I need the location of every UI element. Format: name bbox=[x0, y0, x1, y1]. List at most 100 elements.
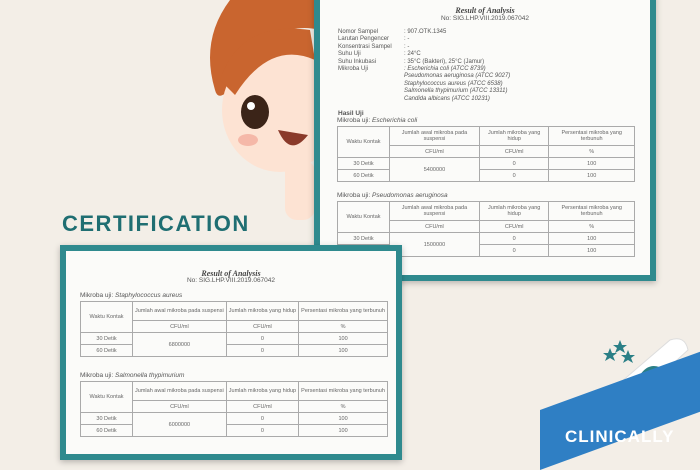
header-alive: Jumlah mikroba yang hidup bbox=[478, 126, 550, 146]
killed-cell: 100 bbox=[298, 412, 388, 425]
doc-number: No: SIG.LHP.VIII.2019.067042 bbox=[186, 277, 276, 284]
header-initial: Jumlah awal mikroba pada suspensi bbox=[389, 126, 480, 146]
certification-heading: CERTIFICATION bbox=[62, 211, 250, 236]
field-value: : Escherichia coli (ATCC 8739) bbox=[404, 66, 486, 73]
field-value: : 35°C (Bakteri), 25°C (Jamur) bbox=[404, 58, 485, 65]
microbe-label: Mikroba uji: Salmonella thypimurium bbox=[80, 372, 185, 379]
microbe-label: Mikroba uji: Escherichia coli bbox=[337, 117, 418, 124]
table-header-row: Waktu Kontak Jumlah awal mikroba pada sus… bbox=[337, 201, 635, 233]
killed-cell: 100 bbox=[548, 244, 635, 257]
killed-cell: 100 bbox=[548, 169, 635, 182]
field-row: Staphylococcus aureus (ATCC 6538) bbox=[338, 81, 510, 88]
initial-count-cell: 5400000 bbox=[389, 157, 480, 182]
field-row: Suhu Uji : 24°C bbox=[338, 51, 510, 58]
header-killed: Persentasi mikroba yang terbunuh bbox=[298, 381, 388, 401]
result-table: Waktu Kontak Jumlah awal mikroba pada sus… bbox=[337, 201, 635, 257]
clinically-label: CLINICALLY bbox=[565, 427, 675, 446]
table-row: 30 Detik 5400000 0 100 bbox=[337, 157, 635, 182]
sample-fields: Nomor Sampel: 907.OTK.1345 Larutan Pengen… bbox=[338, 29, 510, 103]
microbe-label: Mikroba uji: Staphylococcus aureus bbox=[80, 292, 183, 299]
field-value: : 24°C bbox=[404, 51, 421, 58]
unit-percent: % bbox=[298, 320, 388, 333]
field-key bbox=[338, 73, 404, 80]
field-row: Salmonella thypimurium (ATCC 13311) bbox=[338, 88, 510, 95]
alive-cell: 0 bbox=[478, 244, 550, 257]
table-row: 30 Detik 6000000 0 100 bbox=[80, 412, 388, 437]
time-cell: 30 Detik bbox=[80, 332, 133, 345]
killed-cell: 100 bbox=[298, 424, 388, 437]
header-time: Waktu Kontak bbox=[80, 301, 133, 333]
field-row: Konsentrasi Sampel: - bbox=[338, 44, 510, 51]
header-alive: Jumlah mikroba yang hidup bbox=[478, 201, 550, 221]
table-unit-row: CFU/ml CFU/ml% bbox=[338, 145, 635, 158]
alive-cell: 0 bbox=[225, 412, 300, 425]
killed-cell: 100 bbox=[548, 157, 635, 170]
time-cell: 30 Detik bbox=[337, 232, 390, 245]
alive-cell: 0 bbox=[478, 232, 550, 245]
field-value: Pseudomonas aeruginosa (ATCC 9027) bbox=[404, 73, 511, 80]
header-time: Waktu Kontak bbox=[337, 201, 390, 233]
header-initial: Jumlah awal mikroba pada suspensi bbox=[132, 301, 227, 321]
field-value: Staphylococcus aureus (ATCC 6538) bbox=[404, 80, 503, 87]
field-row: Larutan Pengencer : - bbox=[338, 36, 510, 43]
top-certificate: Result of Analysis No: SIG.LHP.VIII.2019… bbox=[314, 0, 656, 281]
field-key: Suhu Uji bbox=[338, 51, 361, 58]
killed-cell: 100 bbox=[548, 232, 635, 245]
table-header-row: Waktu Kontak Jumlah awal mikroba pada sus… bbox=[337, 126, 635, 158]
table-unit-row: CFU/ml CFU/ml% bbox=[338, 220, 635, 233]
field-key: Nomor Sampel bbox=[338, 29, 379, 35]
time-cell: 30 Detik bbox=[80, 412, 133, 425]
alive-cell: 0 bbox=[225, 344, 300, 357]
result-table: Waktu Kontak Jumlah awal mikroba pada sus… bbox=[337, 126, 635, 182]
table-unit-row: CFU/ml CFU/ml% bbox=[81, 400, 388, 413]
field-key bbox=[338, 81, 404, 88]
field-key: Suhu Inkubasi bbox=[338, 58, 377, 65]
unit-cfu: CFU/ml bbox=[389, 220, 480, 233]
doc-title: Result of Analysis bbox=[201, 269, 261, 278]
header-time: Waktu Kontak bbox=[80, 381, 133, 413]
doc-title: Result of Analysis bbox=[455, 6, 515, 15]
field-value: Salmonella thypimurium (ATCC 13311) bbox=[404, 88, 508, 95]
killed-cell: 100 bbox=[298, 344, 388, 357]
time-cell: 30 Detik bbox=[337, 157, 390, 170]
killed-cell: 100 bbox=[298, 332, 388, 345]
field-key bbox=[338, 96, 404, 103]
result-table: Waktu Kontak Jumlah awal mikroba pada sus… bbox=[80, 301, 388, 357]
header-killed: Persentasi mikroba yang terbunuh bbox=[298, 301, 388, 321]
header-alive: Jumlah mikroba yang hidup bbox=[225, 301, 300, 321]
bottom-certificate: Result of Analysis No: SIG.LHP.VIII.2019… bbox=[60, 245, 402, 460]
header-killed: Persentasi mikroba yang terbunuh bbox=[548, 201, 635, 221]
field-value: : 907.OTK.1345 bbox=[404, 29, 447, 35]
time-cell: 60 Detik bbox=[337, 169, 390, 182]
header-initial: Jumlah awal mikroba pada suspensi bbox=[389, 201, 480, 221]
header-time: Waktu Kontak bbox=[337, 126, 390, 158]
field-row: Nomor Sampel : 907.OTK.1345 bbox=[338, 29, 510, 36]
field-row: Candida albicans (ATCC 10231) bbox=[338, 96, 510, 103]
doc-number: No: SIG.LHP.VIII.2019.067042 bbox=[440, 15, 530, 22]
field-key: Mikroba Uji bbox=[338, 66, 369, 73]
unit-cfu: CFU/ml bbox=[478, 220, 550, 233]
field-key: Larutan Pengencer bbox=[338, 36, 390, 43]
field-row: Pseudomonas aeruginosa (ATCC 9027) bbox=[338, 73, 510, 80]
unit-percent: % bbox=[548, 220, 635, 233]
table-header-row: Waktu Kontak Jumlah awal mikroba pada sus… bbox=[80, 381, 388, 413]
initial-count-cell: 6000000 bbox=[132, 412, 227, 437]
header-initial: Jumlah awal mikroba pada suspensi bbox=[132, 381, 227, 401]
unit-cfu: CFU/ml bbox=[225, 320, 300, 333]
header-alive: Jumlah mikroba yang hidup bbox=[225, 381, 300, 401]
time-cell: 60 Detik bbox=[80, 344, 133, 357]
initial-count-cell: 1500000 bbox=[389, 232, 480, 257]
field-value: : - bbox=[404, 36, 410, 43]
unit-cfu: CFU/ml bbox=[132, 400, 227, 413]
result-table: Waktu Kontak Jumlah awal mikroba pada sus… bbox=[80, 381, 388, 437]
field-value: : - bbox=[404, 43, 410, 50]
header-killed: Persentasi mikroba yang terbunuh bbox=[548, 126, 635, 146]
unit-cfu: CFU/ml bbox=[478, 145, 550, 158]
unit-percent: % bbox=[548, 145, 635, 158]
table-header-row: Waktu Kontak Jumlah awal mikroba pada sus… bbox=[80, 301, 388, 333]
alive-cell: 0 bbox=[478, 157, 550, 170]
time-cell: 60 Detik bbox=[80, 424, 133, 437]
